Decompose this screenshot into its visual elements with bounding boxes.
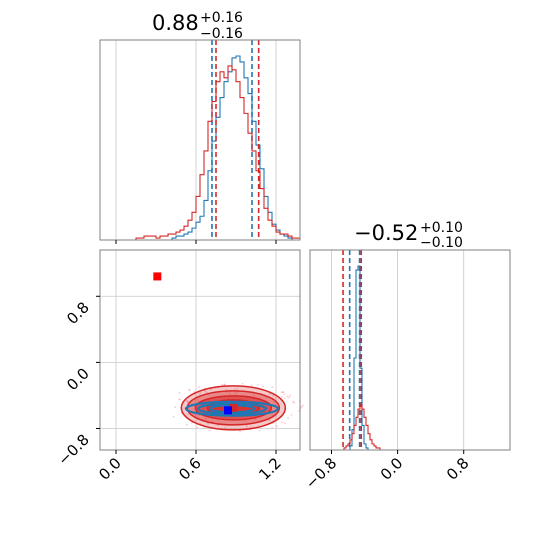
scatter-point bbox=[290, 414, 293, 416]
scatter-point bbox=[271, 386, 274, 389]
scatter-point bbox=[241, 382, 244, 385]
tick-label-x-param2-2: 0.8 bbox=[443, 454, 473, 484]
contour-panel-layer bbox=[153, 272, 304, 433]
scatter-point bbox=[271, 426, 273, 429]
scatter-point bbox=[272, 394, 274, 397]
scatter-point bbox=[204, 389, 206, 392]
scatter-point bbox=[183, 407, 186, 410]
marker-truth bbox=[153, 272, 162, 281]
scatter-point bbox=[287, 416, 290, 419]
scatter-point bbox=[236, 387, 239, 390]
scatter-point bbox=[282, 391, 285, 394]
scatter-point bbox=[301, 404, 304, 407]
marker-blue-mean bbox=[224, 406, 232, 415]
scatter-point bbox=[187, 413, 190, 416]
hist-step-hist_p0-1 bbox=[100, 65, 300, 241]
scatter-point bbox=[288, 396, 290, 399]
scatter-point bbox=[228, 392, 231, 395]
scatter-point bbox=[186, 400, 189, 403]
scatter-point bbox=[239, 430, 241, 433]
contour-blue-0 bbox=[184, 400, 280, 417]
title-param1-median: 0.88 bbox=[152, 11, 199, 35]
scatter-point bbox=[205, 417, 207, 420]
tick-label-x-param2-0: −0.8 bbox=[302, 454, 340, 492]
hist-hist_p0-series-1 bbox=[100, 40, 300, 241]
tick-label-x-param2-1: 0.0 bbox=[377, 454, 407, 484]
hist-hist_p1-series-1 bbox=[310, 250, 510, 451]
scatter-point bbox=[225, 388, 228, 391]
scatter-point bbox=[224, 426, 227, 429]
scatter-point bbox=[216, 424, 219, 427]
scatter-point bbox=[234, 391, 237, 394]
scatter-point bbox=[223, 383, 226, 386]
scatter-point bbox=[188, 389, 191, 392]
hist-step-hist_p1-0 bbox=[310, 265, 510, 451]
scatter-point bbox=[211, 420, 213, 423]
scatter-point bbox=[256, 383, 259, 386]
scatter-point bbox=[286, 395, 289, 398]
scatter-point bbox=[197, 399, 199, 402]
scatter-point bbox=[206, 391, 208, 394]
tick-label-y-param2-0: −0.8 bbox=[54, 431, 92, 469]
scatter-point bbox=[275, 425, 278, 428]
tick-label-x-param1-0: 0.0 bbox=[95, 454, 125, 484]
scatter-point bbox=[178, 392, 181, 394]
scatter-point bbox=[234, 388, 236, 391]
scatter-point bbox=[300, 405, 303, 408]
title-param2-plus: +0.10 bbox=[420, 220, 463, 236]
title-param1-minus: −0.16 bbox=[200, 26, 243, 42]
scatter-point bbox=[253, 394, 256, 397]
scatter-point bbox=[172, 415, 175, 418]
scatter-point bbox=[196, 426, 199, 429]
scatter-point bbox=[199, 392, 202, 394]
scatter-point bbox=[244, 420, 247, 422]
hist-step-hist_p0-0 bbox=[100, 55, 300, 241]
scatter-point bbox=[197, 386, 200, 389]
scatter-point bbox=[250, 384, 253, 387]
hist-step-hist_p1-1 bbox=[310, 404, 510, 451]
hist-panel-param2 bbox=[309, 249, 511, 451]
tick-label-y-param2-2: 0.8 bbox=[63, 298, 93, 328]
tick-label-y-param2-1: 0.0 bbox=[63, 364, 93, 394]
title-param2-median: −0.52 bbox=[354, 221, 418, 245]
scatter-point bbox=[281, 395, 284, 398]
scatter-point bbox=[284, 422, 286, 425]
scatter-point bbox=[190, 421, 193, 424]
scatter-point bbox=[280, 391, 283, 394]
tick-label-x-param1-2: 1.2 bbox=[255, 454, 285, 484]
contour-panel bbox=[99, 249, 301, 451]
title-param2-minus: −0.10 bbox=[420, 235, 463, 251]
scatter-point bbox=[174, 406, 177, 409]
scatter-point bbox=[221, 383, 224, 386]
tick-label-x-param1-1: 0.6 bbox=[175, 454, 205, 484]
scatter-point bbox=[283, 397, 286, 400]
scatter-point bbox=[289, 394, 292, 397]
hist-panel-param1 bbox=[99, 39, 301, 241]
scatter-point bbox=[262, 385, 264, 388]
scatter-point bbox=[258, 429, 261, 432]
scatter-point bbox=[283, 393, 286, 396]
scatter-point bbox=[254, 418, 257, 420]
scatter-point bbox=[273, 401, 276, 403]
panels: 0.0 0.6 1.2−0.8−0.80.00.00.80.8 bbox=[54, 39, 511, 493]
title-param1-plus: +0.16 bbox=[200, 10, 243, 26]
scatter-point bbox=[199, 393, 201, 396]
scatter-point bbox=[208, 429, 211, 432]
scatter-point bbox=[178, 398, 181, 401]
axis-ticks: 0.0 0.6 1.2−0.8−0.80.00.00.80.8 bbox=[54, 240, 473, 493]
scatter-point bbox=[245, 425, 248, 428]
scatter-point bbox=[280, 421, 283, 424]
scatter-point bbox=[293, 401, 296, 404]
titles: 0.88 +0.16 −0.16 −0.52 +0.10 −0.10 bbox=[152, 10, 463, 251]
scatter-point bbox=[292, 400, 294, 403]
scatter-point bbox=[268, 393, 271, 396]
grid-lines bbox=[100, 40, 465, 450]
hist-hist_p1-series-0 bbox=[310, 250, 510, 451]
scatter-point bbox=[207, 422, 209, 425]
scatter-point bbox=[210, 388, 212, 391]
marker-red-mean bbox=[229, 403, 238, 412]
scatter-point bbox=[185, 423, 188, 426]
hist-hist_p0-series-0 bbox=[100, 40, 300, 241]
